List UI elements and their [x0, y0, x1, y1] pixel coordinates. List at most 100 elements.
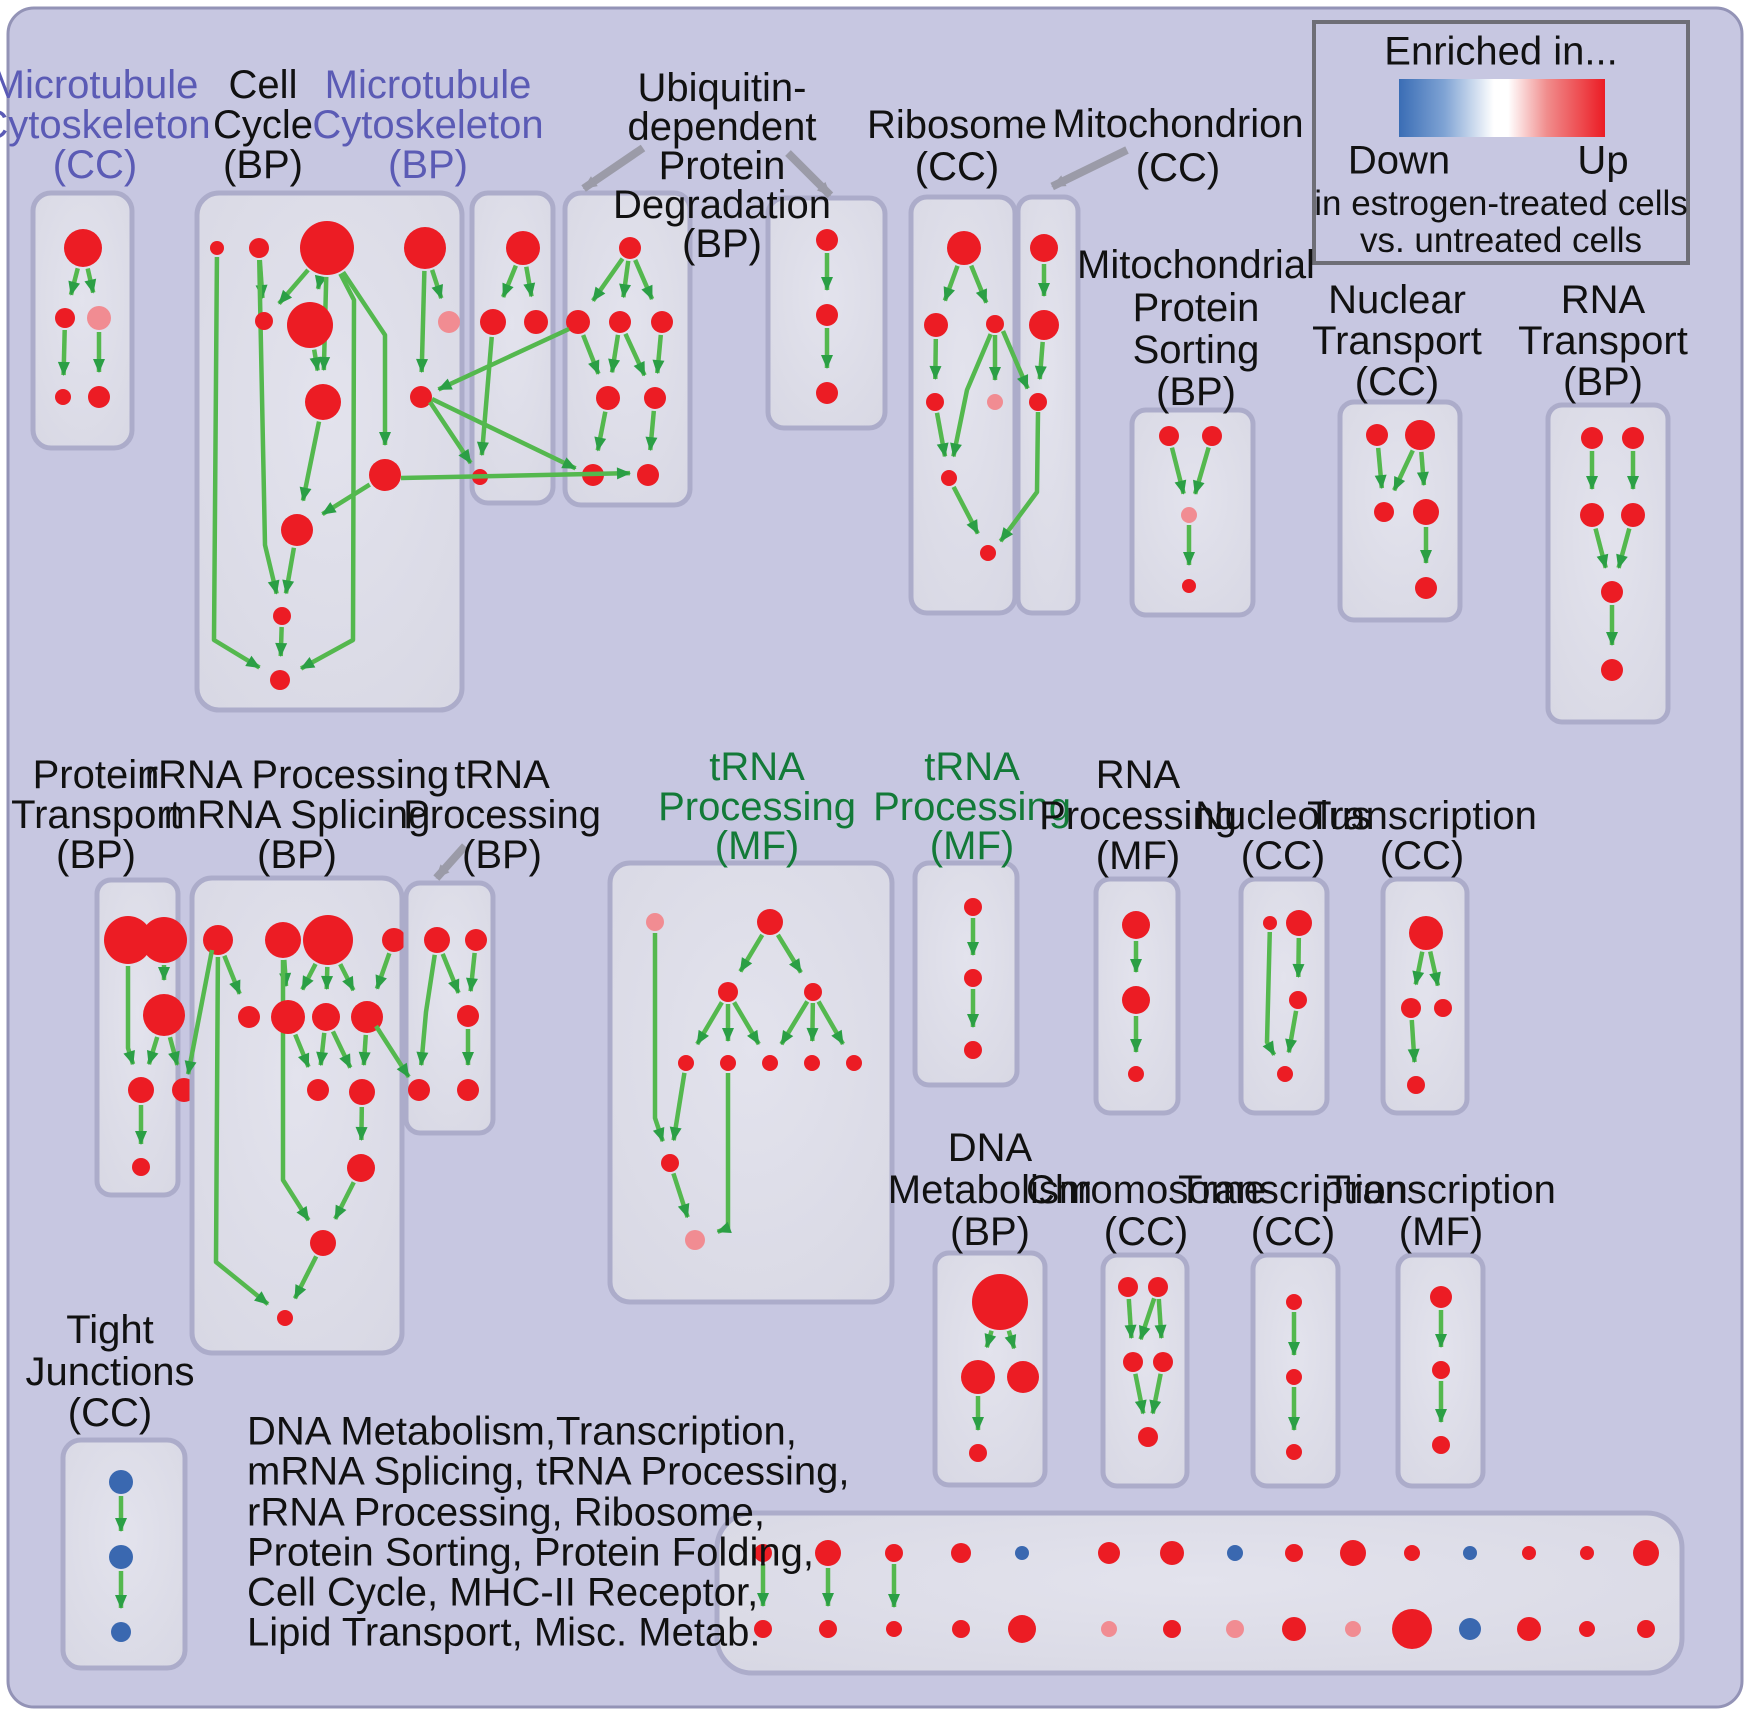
cluster-ubiquitin-degradation-bp-box2 [765, 195, 888, 431]
edge-arrow [222, 954, 242, 995]
go-term-node [1366, 424, 1388, 446]
edge-arrow [608, 334, 621, 374]
cluster-label-rna-processing-mf: Processing [1039, 794, 1237, 838]
go-term-node [408, 1079, 430, 1101]
go-term-node [438, 311, 460, 333]
cluster-label-ubiquitin-degradation-bp: Degradation [613, 183, 831, 227]
cluster-label-trna-processing-mf-1: tRNA [709, 745, 805, 789]
go-term-node [1160, 1541, 1184, 1565]
edge-arrow [275, 626, 288, 658]
edge-arrow [1034, 341, 1047, 381]
go-term-node [720, 1055, 736, 1071]
edge-arrow [732, 1001, 761, 1046]
cluster-label-tight-junctions-cc: Junctions [25, 1350, 195, 1394]
cluster-label-rna-processing-mf: RNA [1095, 753, 1181, 797]
edge-arrow [299, 272, 357, 671]
cluster-label-rrna-processing-mrna-splicing-bp: rRNA Processing [144, 753, 450, 797]
edge-arrow [338, 963, 356, 992]
go-term-node [203, 925, 233, 955]
edge-arrow [671, 1172, 690, 1219]
go-term-node [141, 917, 187, 963]
go-term-node [1181, 507, 1197, 523]
go-term-node [1148, 1277, 1168, 1297]
go-term-node [1008, 1615, 1036, 1643]
go-term-node [644, 387, 666, 409]
cluster-label-trna-processing-bp: (BP) [462, 833, 542, 877]
edge-arrow [623, 332, 647, 377]
go-term-node [846, 1055, 862, 1071]
cluster-label-protein-transport-bp: Protein [32, 753, 160, 797]
go-term-node [457, 1005, 479, 1027]
go-term-node [1580, 503, 1604, 527]
go-term-node [1432, 1361, 1450, 1379]
go-term-node [1159, 426, 1179, 446]
cluster-label-transcription-mf: (MF) [1398, 1210, 1484, 1254]
cluster-box [1238, 876, 1330, 1116]
go-term-node [305, 384, 341, 420]
cluster-label-microtubule-cytoskeleton-cc: (CC) [52, 143, 138, 187]
go-term-node [1413, 499, 1439, 525]
go-term-node [1285, 1544, 1303, 1562]
edge-arrow [256, 259, 280, 595]
cluster-label-dna-metabolism-bp: Metabolism [887, 1168, 1093, 1212]
cluster-label-trna-processing-mf-1: Processing [658, 785, 856, 829]
annotation-line: Lipid Transport, Misc. Metab. [247, 1610, 761, 1655]
go-term-node [55, 308, 75, 328]
go-term-node [661, 1154, 679, 1172]
go-term-node [55, 389, 71, 405]
cluster-transcription-cc-row3 [1250, 1252, 1341, 1489]
edge-arrow [929, 338, 942, 381]
go-term-node [1522, 1546, 1536, 1560]
go-term-node [404, 227, 446, 269]
go-term-node [816, 304, 838, 326]
go-term-node [1340, 1540, 1366, 1566]
edge-arrow [280, 960, 311, 1222]
go-term-node [307, 1079, 329, 1101]
cluster-rna-transport-bp [1545, 402, 1671, 725]
edge-arrow [429, 269, 444, 300]
go-term-node [1432, 1436, 1450, 1454]
cluster-label-microtubule-cytoskeleton-bp: (BP) [388, 143, 468, 187]
go-term-node [87, 306, 111, 330]
go-term-node [457, 1079, 479, 1101]
go-term-node [270, 670, 290, 690]
go-term-node [718, 982, 738, 1002]
cluster-dna-metabolism-bp [932, 1250, 1048, 1488]
go-term-node [524, 310, 548, 334]
cluster-label-chromosome-cc: (CC) [1103, 1210, 1189, 1254]
cluster-label-mitochondrial-protein-sorting-bp: Protein [1132, 286, 1260, 330]
cluster-label-cell-cycle-bp: Cycle [212, 103, 314, 147]
edge-arrow [652, 933, 665, 1143]
edge-arrow [1000, 330, 1030, 390]
go-term-node [885, 1544, 903, 1562]
edge-arrow [951, 485, 980, 535]
edge-arrow [984, 1330, 997, 1349]
ubiquitin-label-arrow-right [785, 150, 834, 199]
go-term-node [815, 1540, 841, 1566]
edge-arrow [645, 410, 658, 452]
cluster-label-trna-processing-bp: tRNA [454, 753, 550, 797]
go-term-node [951, 1543, 971, 1563]
go-term-node [1404, 1545, 1420, 1561]
edge-arrow [1262, 931, 1277, 1056]
cluster-label-trna-processing-mf-2: tRNA [924, 745, 1020, 789]
go-term-node [1286, 1444, 1302, 1460]
go-term-node [646, 913, 664, 931]
go-term-node [972, 1274, 1028, 1330]
go-term-node [255, 312, 273, 330]
cluster-label-protein-transport-bp: (BP) [56, 833, 136, 877]
edge-arrow [779, 1000, 810, 1046]
go-term-node [1101, 1621, 1117, 1637]
go-term-node [678, 1055, 694, 1071]
go-term-node [1015, 1546, 1029, 1560]
edge-arrow [1428, 951, 1441, 987]
edge-arrow [581, 334, 601, 375]
edge-arrow [333, 1181, 356, 1220]
cluster-label-transcription-cc-row2: (CC) [1379, 834, 1465, 878]
legend-title: Enriched in... [1384, 29, 1618, 74]
go-term-node [1277, 1066, 1293, 1082]
go-term-node [132, 1158, 150, 1176]
go-term-node [952, 1620, 970, 1638]
ubiquitin-label-arrow-left [581, 144, 646, 192]
